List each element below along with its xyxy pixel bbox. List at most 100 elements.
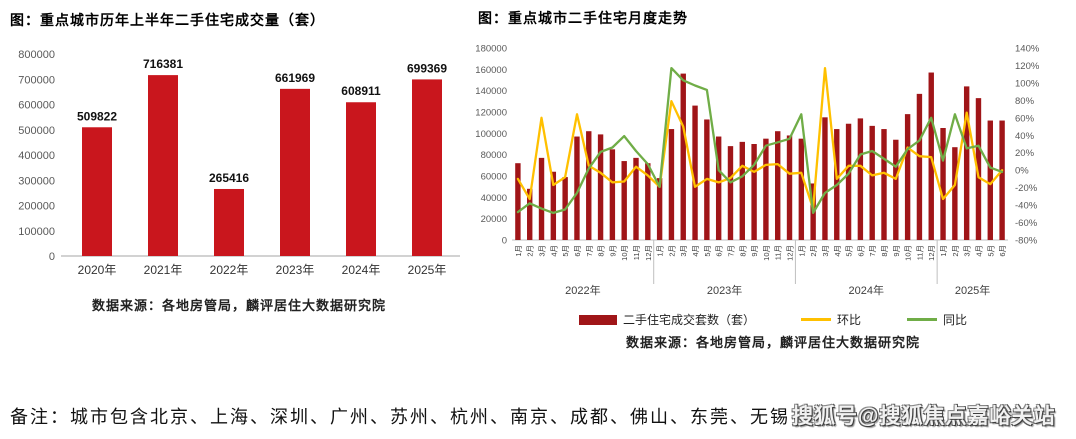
year-label: 2023年 bbox=[707, 283, 742, 297]
monthly-bar bbox=[881, 129, 887, 240]
left-axis-tick: 120000 bbox=[476, 108, 507, 119]
monthly-bar bbox=[645, 163, 651, 240]
month-label: 7月 bbox=[726, 245, 735, 257]
bar-value-label: 699369 bbox=[407, 61, 447, 75]
right-axis-tick: 60% bbox=[1015, 113, 1035, 124]
legend-line-swatch bbox=[907, 318, 937, 321]
monthly-chart-title: 图：重点城市二手住宅月度走势 bbox=[478, 11, 688, 27]
right-axis-tick: -40% bbox=[1015, 201, 1038, 212]
month-label: 4月 bbox=[974, 245, 983, 257]
monthly-bar bbox=[751, 144, 757, 240]
month-label: 4月 bbox=[833, 245, 842, 257]
line-环比 bbox=[516, 66, 1004, 210]
monthly-bar bbox=[822, 117, 828, 240]
monthly-bar bbox=[680, 73, 686, 240]
month-label: 10月 bbox=[904, 245, 913, 261]
legend-item: 同比 bbox=[907, 311, 967, 328]
y-axis-tick: 200000 bbox=[18, 201, 55, 213]
monthly-bar bbox=[798, 138, 805, 240]
y-axis-tick: 500000 bbox=[18, 125, 55, 137]
month-label: 6月 bbox=[573, 245, 582, 257]
bar-2020年 bbox=[82, 127, 112, 256]
left-axis-tick: 0 bbox=[502, 236, 507, 247]
monthly-bar bbox=[656, 178, 663, 240]
annual-bar-chart: 800000 700000 600000 500000 400000 300000 2000… bbox=[18, 49, 460, 277]
monthly-bar bbox=[775, 131, 781, 240]
bar-2023年 bbox=[280, 88, 310, 256]
month-label: 6月 bbox=[998, 245, 1007, 257]
legend-bar-swatch bbox=[578, 314, 617, 325]
month-label: 8月 bbox=[738, 245, 747, 257]
month-label: 12月 bbox=[644, 245, 653, 261]
month-label: 2月 bbox=[951, 245, 960, 257]
monthly-bar bbox=[597, 134, 604, 240]
month-label: 8月 bbox=[880, 245, 889, 257]
bar-value-label: 265416 bbox=[209, 171, 249, 185]
month-label: 10月 bbox=[620, 245, 629, 261]
right-axis-tick: 100% bbox=[1015, 78, 1040, 89]
right-axis-tick: -20% bbox=[1015, 183, 1038, 194]
right-axis-tick: 80% bbox=[1015, 96, 1035, 107]
legend-label: 环比 bbox=[836, 313, 861, 327]
y-axis-tick: 600000 bbox=[18, 100, 55, 112]
monthly-bar bbox=[857, 118, 864, 240]
monthly-bar bbox=[621, 161, 627, 240]
y-axis-tick: 0 bbox=[49, 251, 55, 263]
monthly-combo-chart: 0 20000 40000 60000 80000 100000 120000 140000 1… bbox=[475, 44, 1040, 298]
y-axis-tick: 400000 bbox=[18, 150, 55, 162]
legend-item: 环比 bbox=[800, 311, 861, 328]
legend-label: 同比 bbox=[943, 313, 968, 327]
x-axis-label: 2025年 bbox=[408, 263, 447, 277]
month-label: 10月 bbox=[762, 245, 771, 261]
month-label: 9月 bbox=[750, 245, 759, 257]
left-axis-tick: 60000 bbox=[481, 172, 507, 183]
line-同比 bbox=[516, 66, 1004, 215]
left-axis-tick: 20000 bbox=[481, 214, 507, 225]
month-label: 12月 bbox=[927, 245, 936, 261]
month-label: 11月 bbox=[632, 245, 641, 260]
monthly-bar bbox=[692, 105, 698, 240]
monthly-bar bbox=[550, 171, 557, 240]
month-label: 5月 bbox=[845, 245, 854, 257]
right-axis-tick: -80% bbox=[1015, 236, 1038, 247]
watermark: 搜狐号@搜狐焦点嘉峪关站 bbox=[792, 405, 1056, 428]
year-label: 2022年 bbox=[565, 283, 600, 297]
monthly-bar bbox=[786, 135, 793, 240]
month-label: 2月 bbox=[526, 245, 535, 257]
monthly-bar bbox=[845, 123, 852, 240]
right-axis-tick: 120% bbox=[1015, 61, 1040, 72]
right-axis-tick: 140% bbox=[1015, 44, 1040, 55]
monthly-bar bbox=[904, 114, 911, 240]
monthly-bar bbox=[668, 129, 675, 240]
y-axis-tick: 700000 bbox=[18, 74, 55, 86]
month-label: 4月 bbox=[691, 245, 700, 257]
month-label: 6月 bbox=[856, 245, 865, 257]
month-label: 3月 bbox=[538, 245, 547, 257]
month-label: 1月 bbox=[514, 245, 523, 257]
x-axis-label: 2022年 bbox=[210, 263, 249, 277]
monthly-bar bbox=[727, 146, 734, 240]
legend-item: 二手住宅成交套数（套） bbox=[578, 311, 755, 328]
bar-value-label: 509822 bbox=[77, 109, 117, 123]
right-axis-tick: 40% bbox=[1015, 131, 1035, 142]
monthly-bar bbox=[869, 125, 875, 240]
monthly-bar bbox=[952, 147, 958, 240]
month-label: 8月 bbox=[597, 245, 606, 257]
month-label: 5月 bbox=[703, 245, 712, 257]
year-label: 2025年 bbox=[955, 283, 990, 297]
month-label: 9月 bbox=[608, 245, 617, 257]
month-label: 11月 bbox=[774, 245, 783, 260]
monthly-bar bbox=[739, 141, 745, 240]
month-label: 6月 bbox=[715, 245, 724, 257]
month-label: 3月 bbox=[679, 245, 688, 257]
monthly-bar bbox=[987, 120, 993, 240]
monthly-bar bbox=[963, 86, 970, 241]
left-axis-tick: 180000 bbox=[476, 44, 507, 55]
year-label: 2024年 bbox=[849, 283, 884, 297]
month-label: 1月 bbox=[939, 245, 948, 257]
left-axis-tick: 40000 bbox=[481, 193, 507, 204]
legend-label: 二手住宅成交套数（套） bbox=[622, 313, 755, 327]
month-label: 5月 bbox=[986, 245, 995, 257]
note-text: 备注：城市包含北京、上海、深圳、广州、苏州、杭州、南京、成都、佛山、东莞、无锡 bbox=[10, 407, 790, 428]
month-label: 9月 bbox=[892, 245, 901, 257]
